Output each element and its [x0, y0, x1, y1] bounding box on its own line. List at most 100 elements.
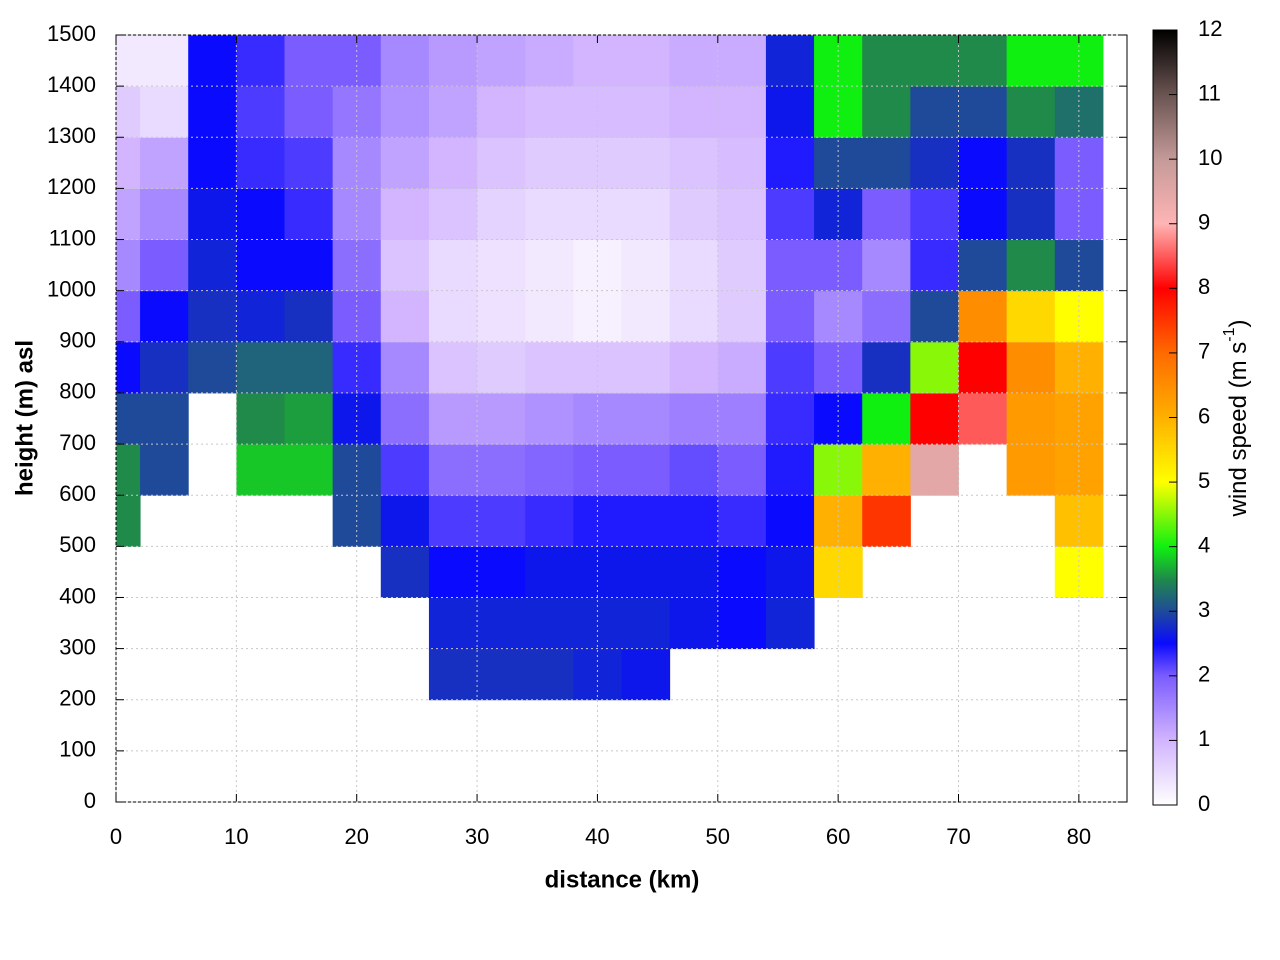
cell — [428, 290, 478, 343]
cell — [284, 137, 334, 189]
cell — [284, 392, 334, 445]
cell — [116, 86, 141, 138]
cell — [140, 239, 189, 292]
cell — [910, 392, 959, 445]
cell — [140, 35, 189, 87]
y-tick-label: 1500 — [47, 21, 96, 46]
cell — [958, 239, 1008, 292]
cell — [621, 392, 671, 445]
cell — [428, 444, 478, 496]
cell — [958, 188, 1008, 241]
cell — [910, 444, 959, 496]
cell — [669, 290, 719, 343]
cell — [284, 35, 334, 87]
cell — [477, 188, 526, 241]
y-axis-label: height (m) asl — [11, 340, 38, 496]
cell — [525, 188, 574, 241]
cell — [380, 495, 430, 547]
y-tick-label: 1300 — [47, 123, 96, 148]
cell — [862, 86, 911, 138]
cell — [1054, 546, 1104, 598]
cell — [428, 86, 478, 138]
cell — [1006, 137, 1056, 189]
cell — [116, 392, 141, 445]
cell — [116, 444, 141, 496]
cell — [1006, 444, 1056, 496]
cell — [669, 392, 719, 445]
cell — [765, 341, 815, 394]
x-axis-label: distance (km) — [545, 866, 700, 893]
x-tick-label: 0 — [110, 824, 122, 849]
cell — [1054, 444, 1104, 496]
cell — [477, 444, 526, 496]
cell — [669, 341, 719, 394]
cell — [428, 341, 478, 394]
cell — [621, 495, 671, 547]
cell — [910, 341, 959, 394]
cell — [621, 444, 671, 496]
x-tick-label: 20 — [344, 824, 368, 849]
cell — [140, 444, 189, 496]
cell — [1006, 188, 1056, 241]
cell — [428, 546, 478, 598]
x-tick-label: 80 — [1067, 824, 1091, 849]
cell — [814, 546, 863, 598]
cell — [621, 546, 671, 598]
cell — [477, 137, 526, 189]
cell — [910, 137, 959, 189]
cell — [380, 392, 430, 445]
cell — [765, 188, 815, 241]
cell — [477, 495, 526, 547]
cell — [958, 392, 1008, 445]
cell — [525, 597, 574, 650]
cell — [140, 188, 189, 241]
y-tick-label: 500 — [59, 532, 96, 557]
cell — [140, 137, 189, 189]
y-tick-label: 1000 — [47, 276, 96, 301]
cell — [236, 290, 285, 343]
cell — [284, 239, 334, 292]
cell — [236, 341, 285, 394]
cell — [958, 137, 1008, 189]
cell — [573, 444, 622, 496]
cell — [862, 290, 911, 343]
cell — [236, 239, 285, 292]
cell — [717, 546, 767, 598]
cell — [477, 546, 526, 598]
cell — [717, 392, 767, 445]
cell — [380, 188, 430, 241]
cell — [284, 444, 334, 496]
x-tick-label: 10 — [224, 824, 248, 849]
cell — [910, 86, 959, 138]
cell — [1006, 290, 1056, 343]
cell — [380, 341, 430, 394]
colorbar-label-end: ) — [1225, 320, 1252, 328]
cell — [477, 341, 526, 394]
colorbar-label: wind speed (m s-1) — [1221, 320, 1252, 518]
cell — [717, 495, 767, 547]
x-tick-label: 30 — [465, 824, 489, 849]
cell — [717, 137, 767, 189]
cell — [910, 188, 959, 241]
cell — [717, 341, 767, 394]
cell — [1006, 341, 1056, 394]
colorbar-tick-label: 8 — [1198, 274, 1210, 299]
cell — [958, 341, 1008, 394]
cell — [958, 290, 1008, 343]
cell — [862, 495, 911, 547]
cell — [669, 239, 719, 292]
cell — [380, 35, 430, 87]
cell — [380, 290, 430, 343]
cell — [525, 444, 574, 496]
cell — [669, 444, 719, 496]
cell — [1006, 239, 1056, 292]
x-tick-label: 70 — [946, 824, 970, 849]
cell — [477, 35, 526, 87]
cell — [236, 137, 285, 189]
cell — [717, 290, 767, 343]
colorbar-tick-label: 11 — [1198, 80, 1221, 105]
cell — [669, 35, 719, 87]
cell — [621, 341, 671, 394]
cell — [116, 188, 141, 241]
